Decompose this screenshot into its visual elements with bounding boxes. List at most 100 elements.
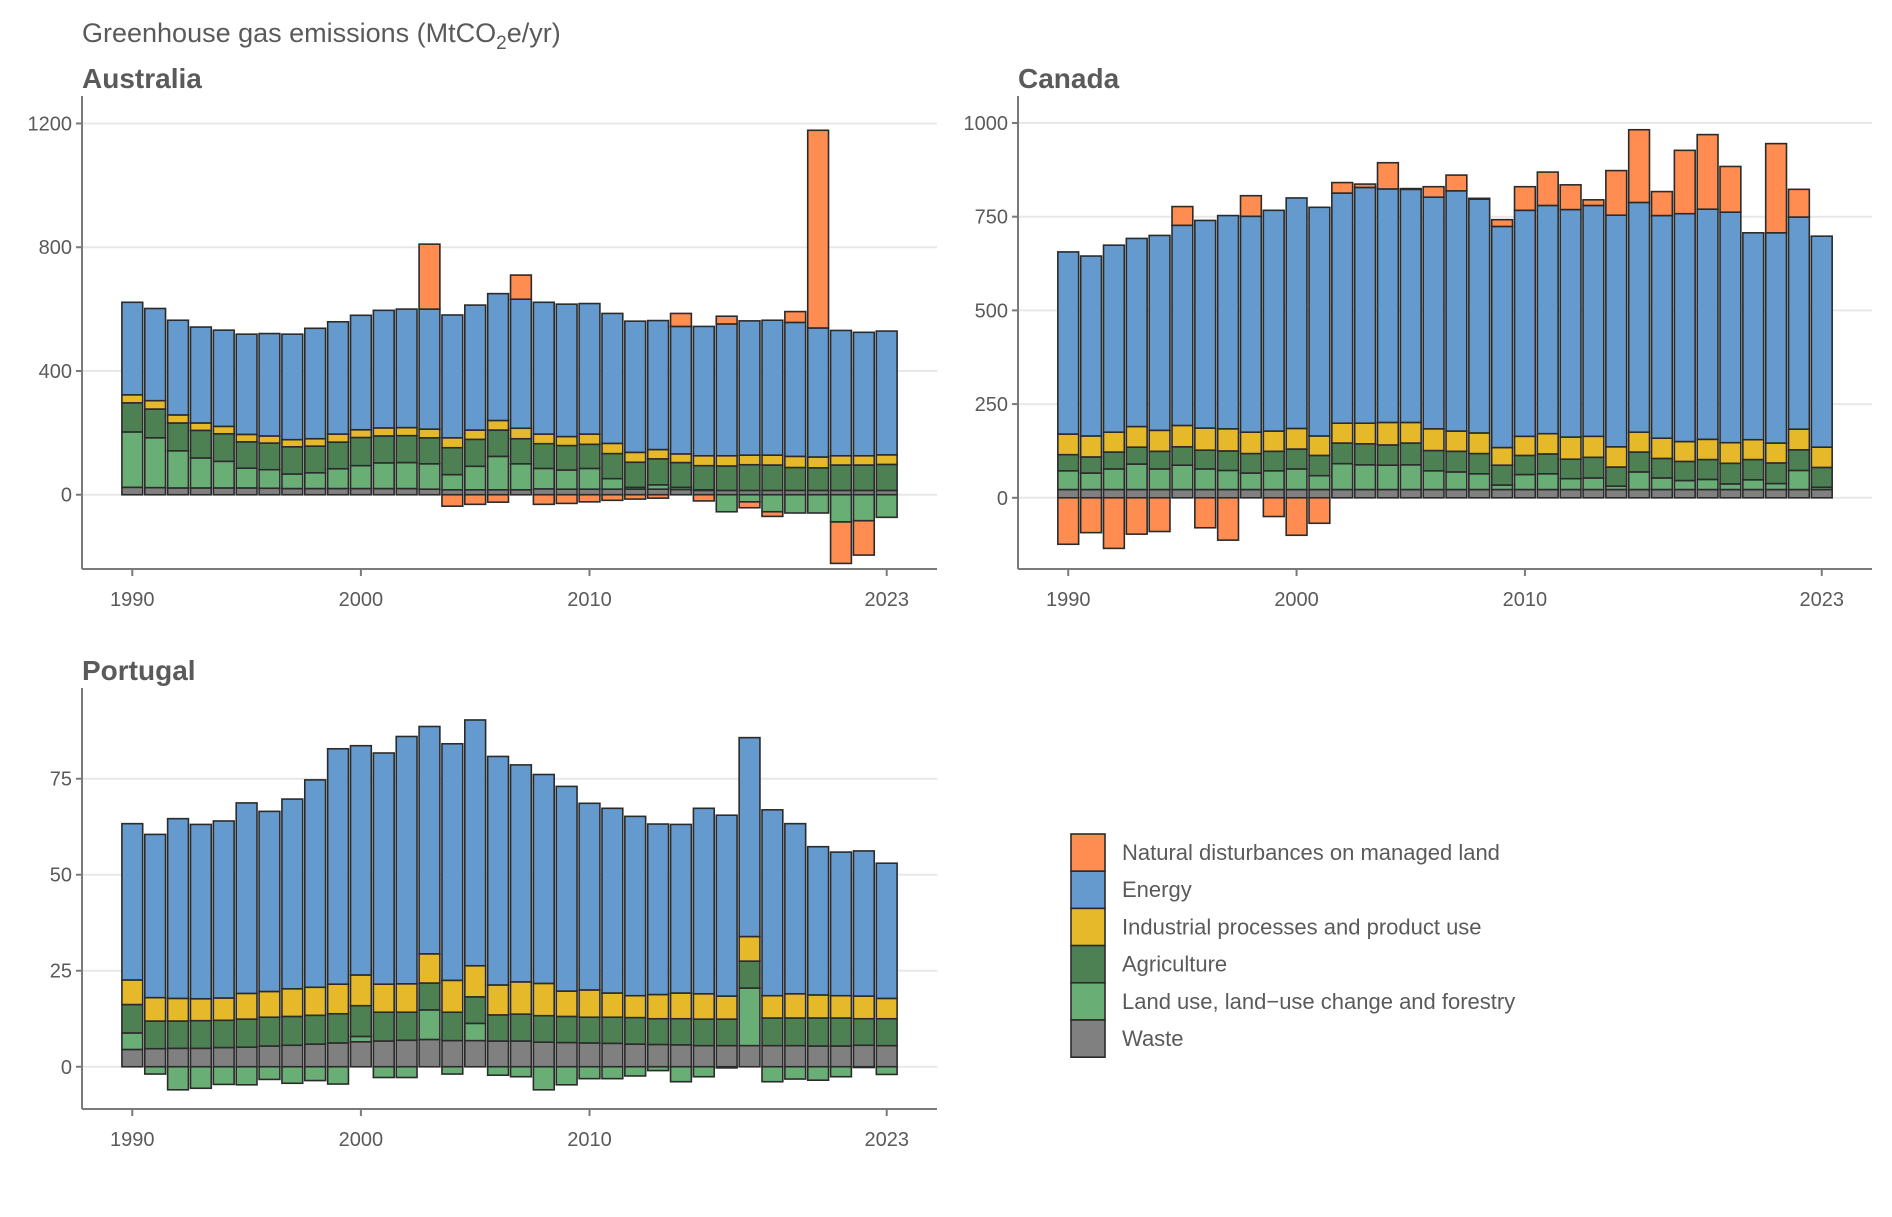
- bar-segment-lulucf: [1650, 477, 1674, 491]
- bar-segment-agriculture: [143, 1020, 167, 1050]
- bar-segment-lulucf: [1742, 478, 1765, 491]
- bar-segment-lulucf: [143, 1065, 167, 1075]
- bar-segment-ippu: [806, 456, 830, 469]
- bar-segment-natural: [784, 310, 807, 324]
- bar-segment-lulucf: [281, 1065, 304, 1085]
- bar-segment-lulucf: [1582, 477, 1605, 491]
- bar-segment-natural: [1102, 496, 1126, 550]
- bar-segment-ippu: [1353, 422, 1377, 445]
- bar-segment-natural: [692, 493, 716, 502]
- bar-segment-agriculture: [143, 408, 167, 439]
- bar-segment-waste: [1262, 488, 1285, 499]
- bar-segment-ippu: [509, 981, 533, 1015]
- bar-segment-natural: [806, 129, 830, 329]
- bar-segment-ippu: [1102, 431, 1126, 453]
- bar-segment-agriculture: [235, 1018, 258, 1048]
- bar-segment-energy: [281, 333, 304, 441]
- bar-segment-natural: [1171, 205, 1194, 227]
- bar-segment-agriculture: [212, 1019, 235, 1049]
- x-tick-label: 2010: [1503, 589, 1548, 611]
- x-tick-label: 2023: [864, 589, 909, 611]
- bar-segment-waste: [1353, 488, 1377, 499]
- x-tick-label: 2000: [339, 1129, 384, 1151]
- bar-segment-agriculture: [715, 465, 738, 492]
- bar-segment-ippu: [1057, 433, 1080, 456]
- bar-segment-natural: [1057, 496, 1080, 546]
- legend-swatch-energy: [1070, 870, 1106, 910]
- bar-segment-energy: [852, 331, 876, 457]
- x-tick-label: 2023: [1800, 589, 1845, 611]
- bar-segment-waste: [1582, 488, 1605, 499]
- bar-segment-agriculture: [532, 442, 555, 470]
- bar-segment-agriculture: [784, 1017, 807, 1047]
- bar-segment-energy: [829, 329, 853, 457]
- legend-label-agriculture: Agriculture: [1122, 952, 1227, 977]
- figure-title: Greenhouse gas emissions (MtCO2e/yr): [82, 18, 561, 54]
- bar-segment-energy: [555, 303, 578, 438]
- bar-segment-energy: [1148, 234, 1171, 432]
- y-tick-label: 50: [50, 865, 72, 887]
- bar-segment-agriculture: [166, 1020, 190, 1050]
- bar-segment-lulucf: [852, 493, 876, 522]
- bar-segment-energy: [1285, 197, 1308, 430]
- bar-segment-ippu: [852, 995, 876, 1020]
- bar-segment-energy: [1445, 190, 1468, 432]
- bar-segment-energy: [624, 320, 647, 454]
- bar-segment-ippu: [303, 437, 327, 447]
- bar-segment-lulucf: [646, 1065, 670, 1072]
- bar-segment-lulucf: [532, 1065, 555, 1091]
- bar-segment-lulucf: [1376, 464, 1400, 491]
- bar-segment-natural: [509, 274, 533, 301]
- bar-segment-waste: [1376, 488, 1400, 499]
- bar-segment-energy: [761, 809, 784, 997]
- bar-segment-ippu: [486, 419, 510, 431]
- bar-segment-lulucf: [784, 1065, 807, 1080]
- bar-segment-ippu: [1742, 438, 1765, 461]
- bar-segment-waste: [1125, 488, 1148, 499]
- bar-segment-waste: [143, 486, 167, 496]
- bar-segment-ippu: [1445, 430, 1468, 453]
- bar-segment-waste: [212, 487, 235, 496]
- bar-segment-agriculture: [486, 429, 510, 458]
- bar-segment-agriculture: [258, 442, 281, 471]
- bar-segment-ippu: [189, 997, 213, 1022]
- bar-segment-ippu: [418, 428, 441, 439]
- bar-segment-lulucf: [852, 1065, 876, 1069]
- bar-segment-agriculture: [1605, 466, 1628, 487]
- bar-segment-ippu: [1536, 432, 1559, 455]
- bar-segment-agriculture: [1194, 449, 1217, 470]
- bar-segment-lulucf: [143, 437, 167, 489]
- bar-segment-ippu: [1125, 425, 1148, 448]
- bar-segment-ippu: [1764, 442, 1788, 464]
- bar-segment-lulucf: [784, 493, 807, 514]
- bar-segment-natural: [532, 493, 555, 506]
- bar-segment-natural: [1239, 194, 1263, 218]
- axes: 0 25 50 75 1990 2000 2010 2023: [50, 688, 937, 1151]
- bar-segment-energy: [1719, 211, 1742, 444]
- bar-segment-lulucf: [1399, 464, 1422, 491]
- bar-segment-lulucf: [1627, 471, 1651, 491]
- bar-segment-ippu: [464, 429, 487, 441]
- bar-segment-waste: [784, 1044, 807, 1068]
- bar-segment-natural: [486, 493, 510, 503]
- bar-segment-lulucf: [258, 1065, 281, 1081]
- bar-segment-agriculture: [189, 1019, 213, 1050]
- bar-segment-ippu: [1331, 422, 1354, 444]
- bar-segment-waste: [1764, 488, 1788, 499]
- bar-segment-agriculture: [121, 402, 144, 433]
- bar-segment-energy: [418, 308, 441, 430]
- bar-segment-waste: [418, 1038, 441, 1068]
- bar-segment-waste: [1468, 488, 1491, 499]
- figure-title-suffix: e/yr): [507, 18, 561, 48]
- x-tick-label: 1990: [110, 589, 155, 611]
- x-tick-label: 2000: [339, 589, 384, 611]
- bar-segment-energy: [1764, 232, 1788, 444]
- bar-segment-waste: [601, 488, 624, 496]
- bar-segment-ippu: [326, 983, 350, 1015]
- bar-segment-lulucf: [166, 450, 190, 489]
- bar-segment-natural: [1559, 184, 1582, 211]
- bar-segment-energy: [646, 319, 670, 451]
- bar-segment-energy: [1194, 219, 1217, 429]
- bar-segment-energy: [395, 308, 418, 429]
- bar-segment-energy: [1559, 208, 1582, 438]
